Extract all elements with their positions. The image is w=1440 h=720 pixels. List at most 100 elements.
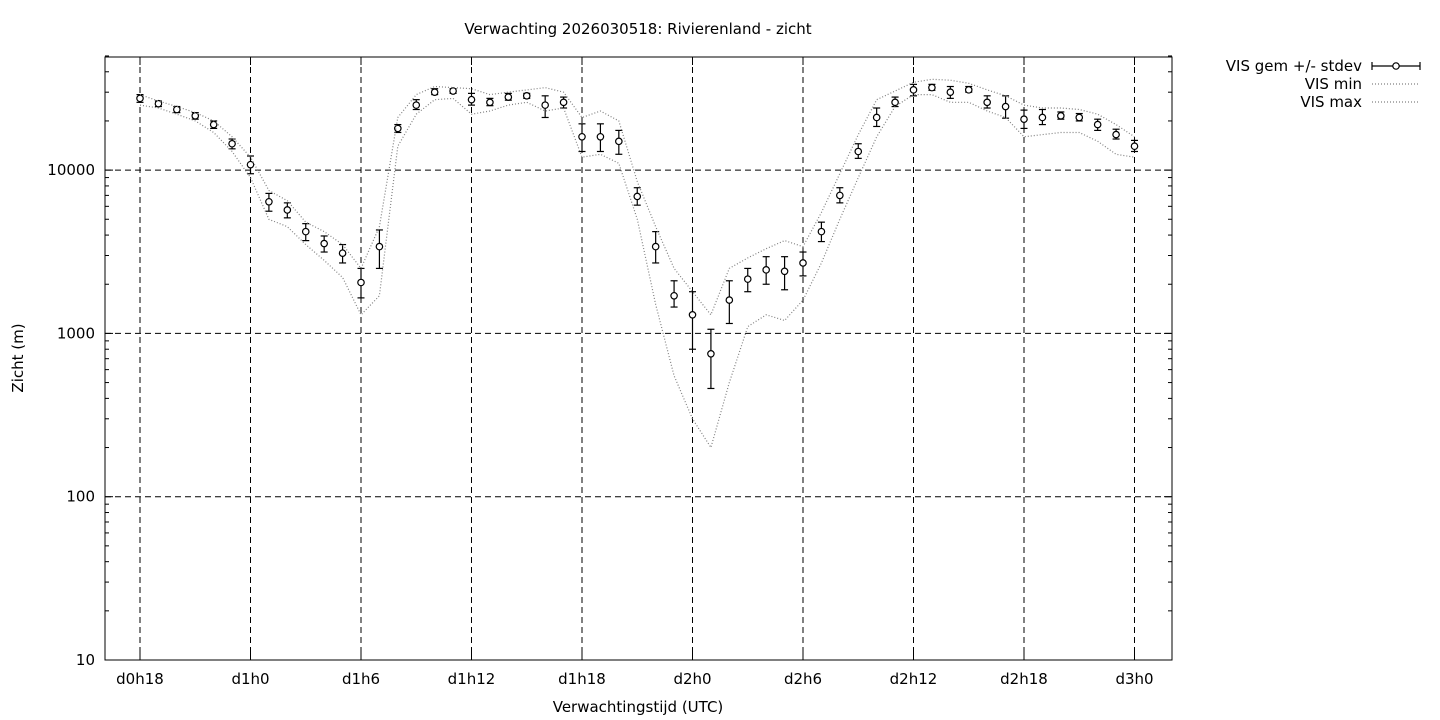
error-bar-point — [320, 235, 328, 253]
data-point — [578, 132, 586, 141]
error-bar-point — [946, 85, 955, 99]
data-point — [1112, 130, 1120, 139]
error-bar-point — [743, 267, 752, 293]
data-point — [522, 92, 531, 100]
data-point — [449, 87, 457, 95]
data-point — [946, 88, 955, 96]
series — [136, 78, 1139, 449]
grid — [105, 57, 1172, 660]
data-point — [209, 120, 218, 129]
error-bar-point — [964, 85, 973, 94]
legend-label: VIS gem +/- stdev — [1226, 57, 1362, 75]
plot-frame — [104, 56, 1173, 661]
data-point — [891, 98, 899, 107]
legend-label: VIS max — [1300, 93, 1362, 111]
data-point — [541, 101, 549, 109]
error-bar-point — [799, 251, 807, 277]
error-bar-point — [283, 202, 292, 219]
data-point — [1001, 102, 1010, 111]
data-point — [246, 160, 255, 169]
x-tick-label: d1h0 — [231, 670, 269, 688]
error-bar-point — [578, 123, 586, 153]
x-tick-label: d2h0 — [673, 670, 711, 688]
data-point — [338, 249, 347, 257]
data-point — [467, 95, 476, 104]
y-axis-label: Zicht (m) — [9, 323, 27, 392]
error-bar-point — [541, 95, 549, 119]
error-bar-point — [449, 87, 457, 95]
error-bar-point — [1093, 118, 1102, 132]
error-bar-point — [1075, 112, 1084, 122]
data-point — [651, 242, 660, 251]
data-point — [1093, 120, 1102, 129]
error-bar-point — [670, 280, 678, 308]
error-bar-point — [467, 92, 476, 106]
error-bar-point — [1038, 108, 1047, 126]
error-bar-point — [854, 143, 863, 159]
error-bar-point — [394, 123, 402, 134]
x-tick-label: d0h18 — [116, 670, 164, 688]
data-point — [375, 242, 384, 251]
y-tick-label: 10000 — [47, 161, 95, 179]
error-bar-point — [762, 256, 770, 285]
data-point — [136, 94, 144, 103]
error-bar-point — [430, 88, 439, 96]
error-bar-point — [928, 83, 936, 92]
data-point — [1130, 142, 1139, 151]
data-point — [191, 112, 200, 120]
data-point — [909, 86, 918, 94]
data-point — [486, 98, 494, 107]
error-bar-point — [357, 267, 365, 299]
x-tick-label: d1h6 — [342, 670, 380, 688]
data-point — [964, 86, 973, 94]
data-point — [1038, 113, 1047, 122]
data-point — [854, 147, 863, 156]
data-point — [688, 310, 697, 319]
x-tick-label: d1h12 — [448, 670, 496, 688]
vis-min-line — [139, 94, 1135, 449]
data-point — [725, 296, 734, 304]
error-bar-point — [504, 92, 513, 101]
error-bar-point — [522, 92, 531, 100]
data-point — [430, 88, 439, 96]
data-point — [265, 197, 273, 206]
data-point — [173, 105, 181, 114]
data-point — [412, 101, 421, 109]
error-bar-point — [651, 231, 660, 264]
error-bar-point — [615, 129, 623, 155]
x-tick-label: d3h0 — [1115, 670, 1153, 688]
error-bar-point — [246, 155, 255, 175]
data-point — [283, 206, 292, 214]
error-bar-point — [338, 243, 347, 264]
data-point — [394, 124, 402, 133]
error-bar-point — [633, 187, 642, 206]
x-tick-label: d2h12 — [890, 670, 938, 688]
data-point — [301, 227, 310, 236]
data-point — [780, 267, 789, 276]
error-bar-point — [301, 223, 310, 242]
data-point — [743, 275, 752, 283]
error-bar-point — [265, 192, 273, 212]
data-point — [504, 93, 513, 101]
error-bar-point — [817, 221, 826, 243]
data-point — [559, 98, 568, 107]
vis-max-line — [139, 78, 1135, 316]
x-tick-label: d2h18 — [1000, 670, 1048, 688]
data-point — [320, 239, 328, 248]
x-tick-label: d2h6 — [784, 670, 822, 688]
data-point — [357, 278, 365, 287]
data-point — [1057, 112, 1065, 120]
error-bar-point — [375, 229, 384, 270]
error-bar-point — [1001, 95, 1010, 119]
error-bar-point — [209, 120, 218, 130]
error-bar-point — [1057, 111, 1065, 120]
legend-point-marker — [1392, 62, 1400, 70]
data-point — [872, 113, 881, 122]
x-tick-label: d1h18 — [558, 670, 606, 688]
error-bar-point — [909, 83, 918, 97]
data-point — [228, 139, 236, 148]
error-bar-point — [559, 96, 568, 109]
data-point — [836, 191, 844, 200]
error-bar-point — [725, 280, 734, 325]
